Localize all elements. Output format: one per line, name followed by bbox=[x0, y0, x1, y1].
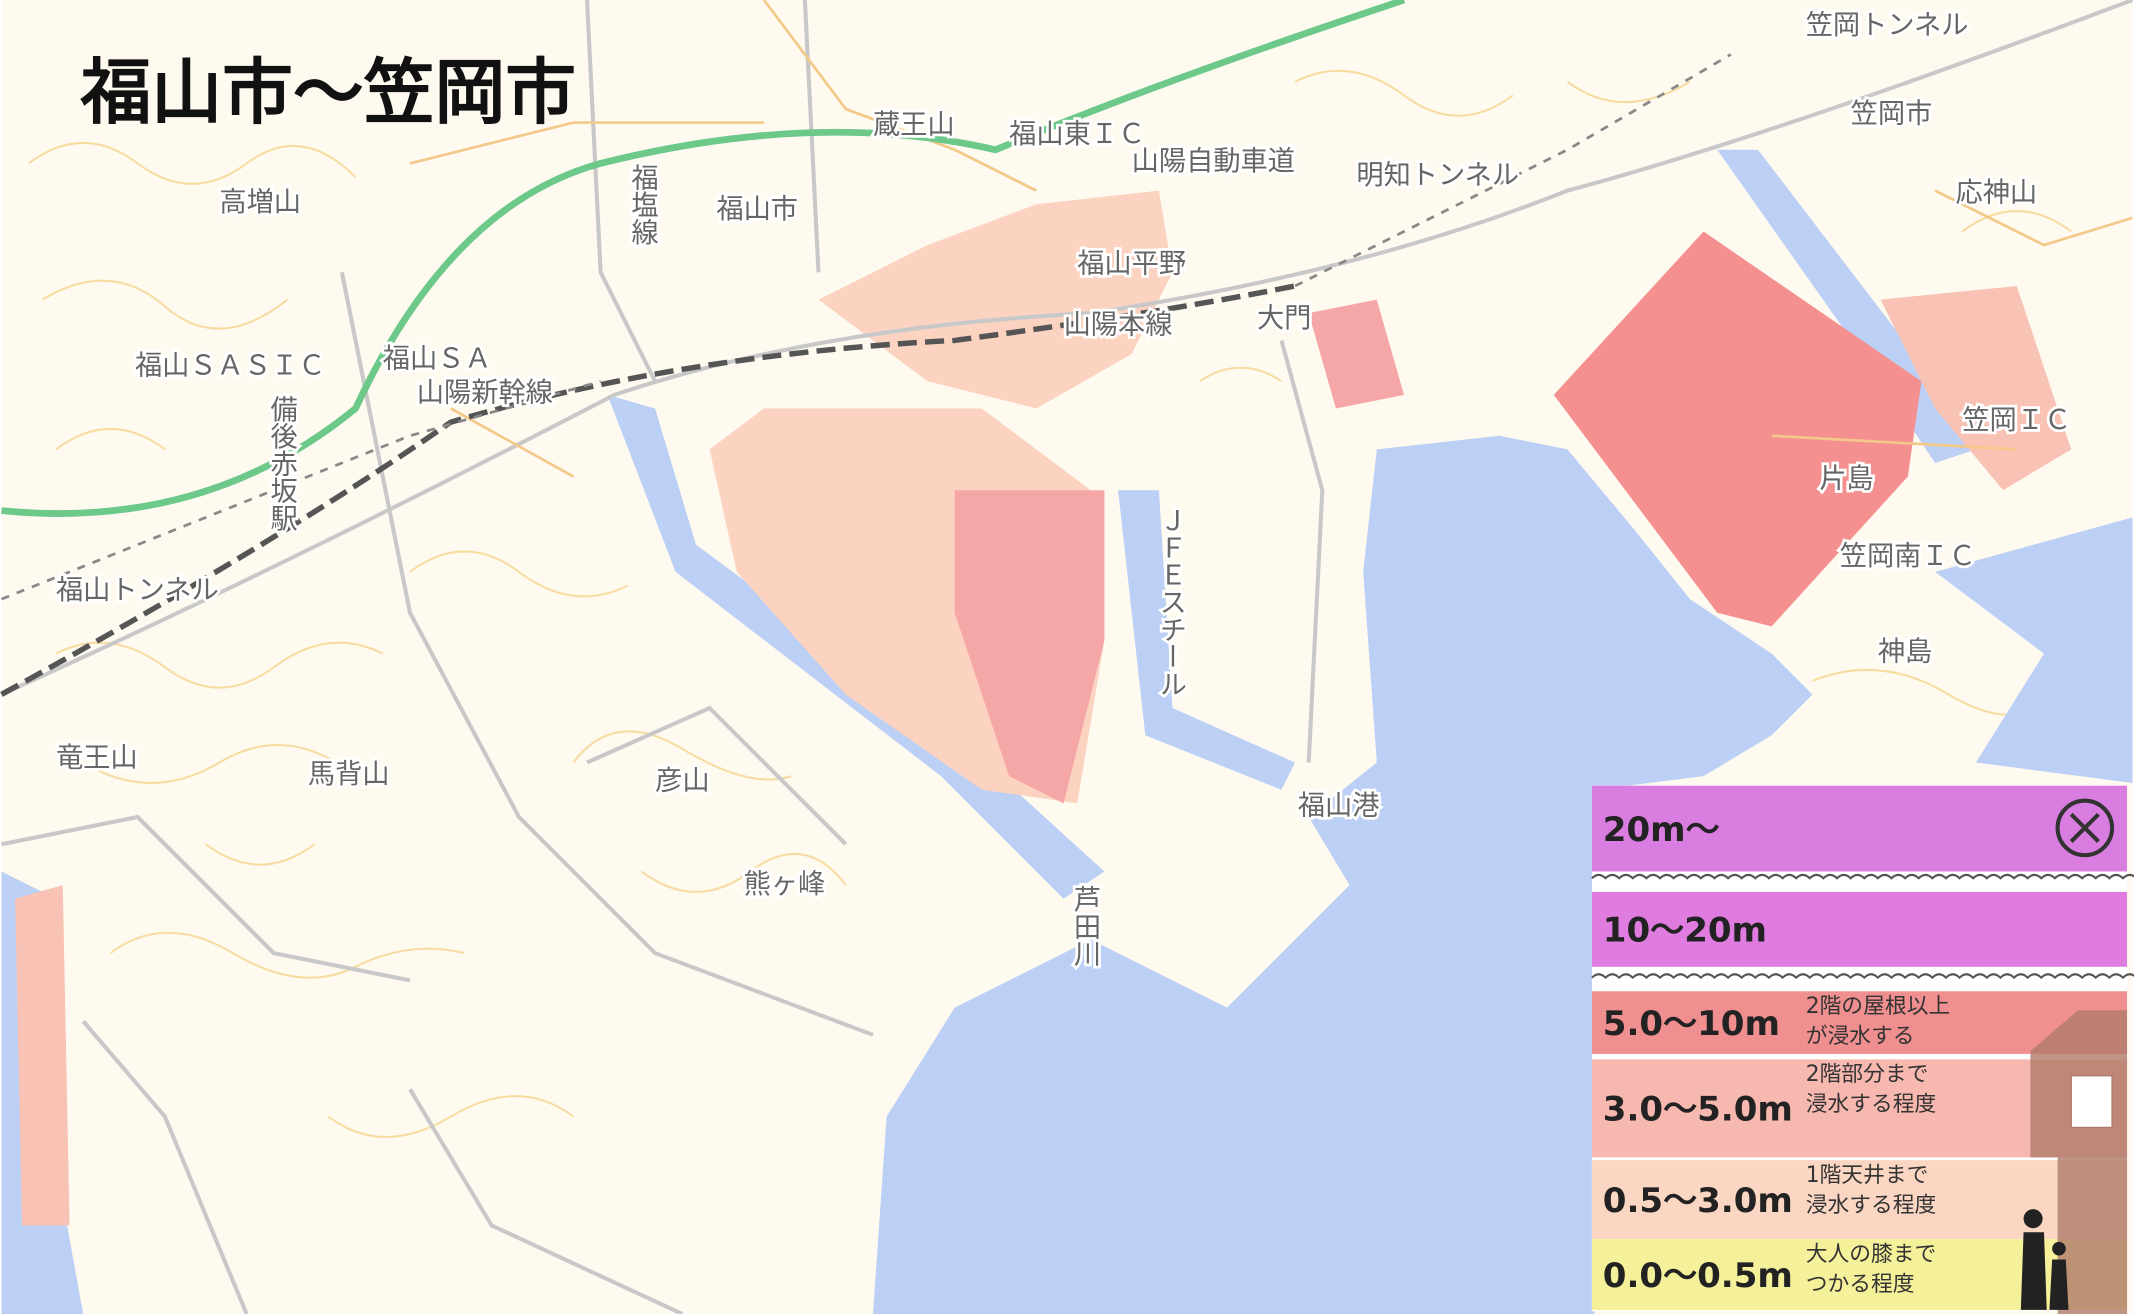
map-label: 応神山 bbox=[1955, 178, 2037, 209]
map-label: 笠岡南ＩＣ bbox=[1840, 541, 1976, 572]
map-label: 山陽自動車道 bbox=[1132, 146, 1295, 177]
map-label: 福山ＳＡＳＩＣ bbox=[135, 350, 326, 381]
legend-note: 浸水する程度 bbox=[1806, 1092, 1937, 1117]
map-label: 熊ヶ峰 bbox=[744, 869, 826, 900]
legend-note: 2階部分まで bbox=[1806, 1062, 1929, 1087]
map-label: 山陽本線 bbox=[1064, 310, 1173, 341]
legend-range: 0.5～3.0m bbox=[1603, 1181, 1793, 1221]
person-head bbox=[2024, 1209, 2043, 1228]
map-label: ＪＦＥスチール bbox=[1154, 507, 1185, 698]
legend-note: 大人の膝まで bbox=[1806, 1242, 1937, 1267]
map-label: 明知トンネル bbox=[1356, 160, 1519, 191]
map-label: 馬背山 bbox=[308, 759, 390, 790]
legend-range: 20m～ bbox=[1603, 810, 1720, 850]
map-label: 福山ＳＡ bbox=[383, 344, 492, 375]
person-head bbox=[2052, 1242, 2066, 1256]
map-label: 蔵王山 bbox=[873, 109, 955, 140]
legend-range: 5.0～10m bbox=[1603, 1004, 1780, 1044]
legend-range: 3.0～5.0m bbox=[1603, 1090, 1793, 1130]
map-label: 神島 bbox=[1878, 636, 1932, 667]
map: 福山市 笠岡市福山平野大門 高増山福山ＳＡ 福山ＳＡＳＩＣ 山陽新幹線 福塩線 山陽自動車道… bbox=[0, 0, 2134, 1314]
legend-range: 0.0～0.5m bbox=[1603, 1256, 1793, 1296]
map-label: 笠岡市 bbox=[1851, 99, 1933, 130]
map-label: 山陽新幹線 bbox=[417, 378, 553, 409]
map-label: 芦田川 bbox=[1069, 885, 1102, 967]
map-label: 福塩線 bbox=[626, 163, 659, 245]
map-label: 笠岡ＩＣ bbox=[1962, 405, 2071, 436]
map-label: 福山平野 bbox=[1077, 248, 1186, 279]
map-title: 福山市～笠岡市 bbox=[79, 51, 576, 134]
map-label: 備後赤坂駅 bbox=[265, 395, 298, 531]
legend-note: が浸水する bbox=[1806, 1024, 1915, 1049]
window-icon bbox=[2071, 1076, 2112, 1128]
map-label: 片島 bbox=[1819, 463, 1873, 494]
map-label: 高増山 bbox=[219, 187, 301, 218]
map-label: 大門 bbox=[1257, 303, 1311, 334]
legend-range: 10～20m bbox=[1603, 911, 1767, 951]
legend-note: 2階の屋根以上 bbox=[1806, 994, 1950, 1019]
legend-note: 1階天井まで bbox=[1806, 1163, 1929, 1188]
map-label: 福山市 bbox=[716, 194, 798, 225]
map-label: 竜王山 bbox=[56, 743, 138, 774]
flood-area bbox=[15, 885, 69, 1225]
map-label: 福山東ＩＣ bbox=[1009, 119, 1145, 150]
map-label: 彦山 bbox=[655, 766, 709, 797]
map-label: 福山港 bbox=[1298, 790, 1380, 821]
map-label: 福山トンネル bbox=[56, 575, 219, 606]
legend-note: 浸水する程度 bbox=[1806, 1193, 1937, 1218]
map-label: 笠岡トンネル bbox=[1806, 10, 1969, 41]
legend-note: つかる程度 bbox=[1806, 1272, 1915, 1297]
